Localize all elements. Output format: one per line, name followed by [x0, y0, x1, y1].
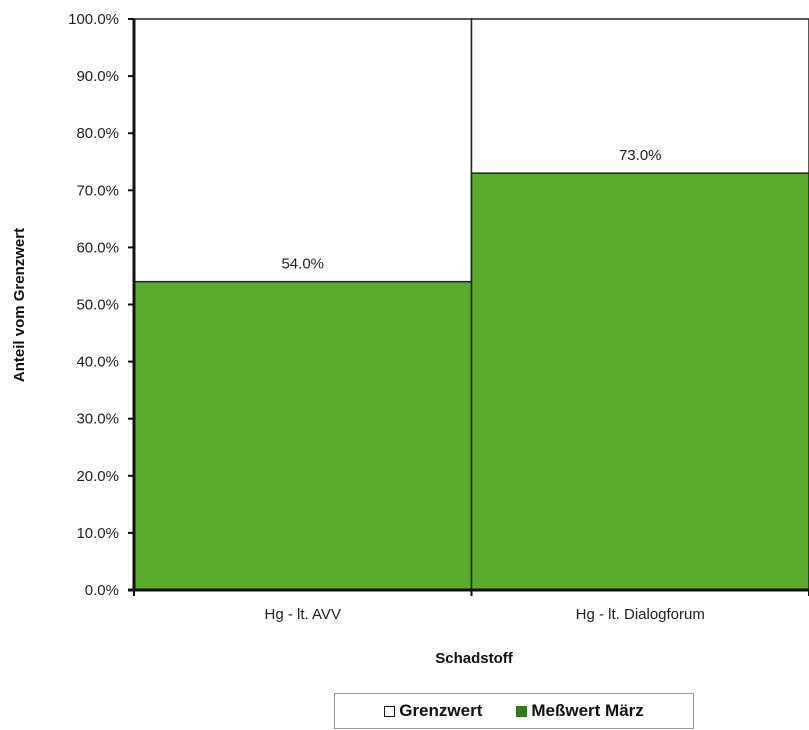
- y-axis-title: Anteil vom Grenzwert: [11, 228, 28, 382]
- y-tick-label-1: 10.0%: [76, 525, 119, 542]
- y-tick-label-0: 0.0%: [85, 582, 119, 599]
- x-category-label-1: Hg - lt. Dialogforum: [576, 606, 705, 623]
- y-axis: 0.0% 10.0% 20.0% 30.0% 40.0% 50.0% 60.0% 70.0% 8…: [68, 11, 136, 599]
- data-label-1: 73.0%: [619, 147, 662, 164]
- y-tick-label-7: 70.0%: [76, 182, 119, 199]
- legend-item-grenzwert: Grenzwert: [384, 701, 482, 721]
- legend-item-messwert: Meßwert März: [516, 701, 644, 721]
- y-tick-label-3: 30.0%: [76, 411, 119, 428]
- legend-swatch-messwert: [516, 705, 528, 717]
- chart-area: 54.0% 73.0% 0.0% 10.0% 20.0% 30.0% 40.0% 50.0%…: [11, 11, 809, 667]
- legend-label-messwert: Meßwert März: [531, 701, 644, 720]
- bars-group: 54.0% 73.0%: [133, 18, 809, 591]
- y-tick-label-2: 20.0%: [76, 468, 119, 485]
- legend: Grenzwert Meßwert März: [334, 693, 694, 729]
- y-tick-label-6: 60.0%: [76, 239, 119, 256]
- y-tick-label-8: 80.0%: [76, 125, 119, 142]
- y-tick-label-5: 50.0%: [76, 297, 119, 314]
- bar-messwert-1: [470, 172, 809, 591]
- x-axis: Hg - lt. AVV Hg - lt. Dialogforum: [128, 588, 809, 623]
- legend-label-grenzwert: Grenzwert: [399, 701, 483, 720]
- y-tick-label-10: 100.0%: [68, 11, 119, 28]
- y-tick-label-9: 90.0%: [76, 68, 119, 85]
- x-axis-title: Schadstoff: [435, 650, 514, 667]
- data-label-0: 54.0%: [281, 256, 324, 273]
- legend-swatch-grenzwert: [384, 705, 396, 717]
- bar-messwert-0: [133, 280, 473, 591]
- x-category-label-0: Hg - lt. AVV: [265, 606, 341, 623]
- y-tick-label-4: 40.0%: [76, 354, 119, 371]
